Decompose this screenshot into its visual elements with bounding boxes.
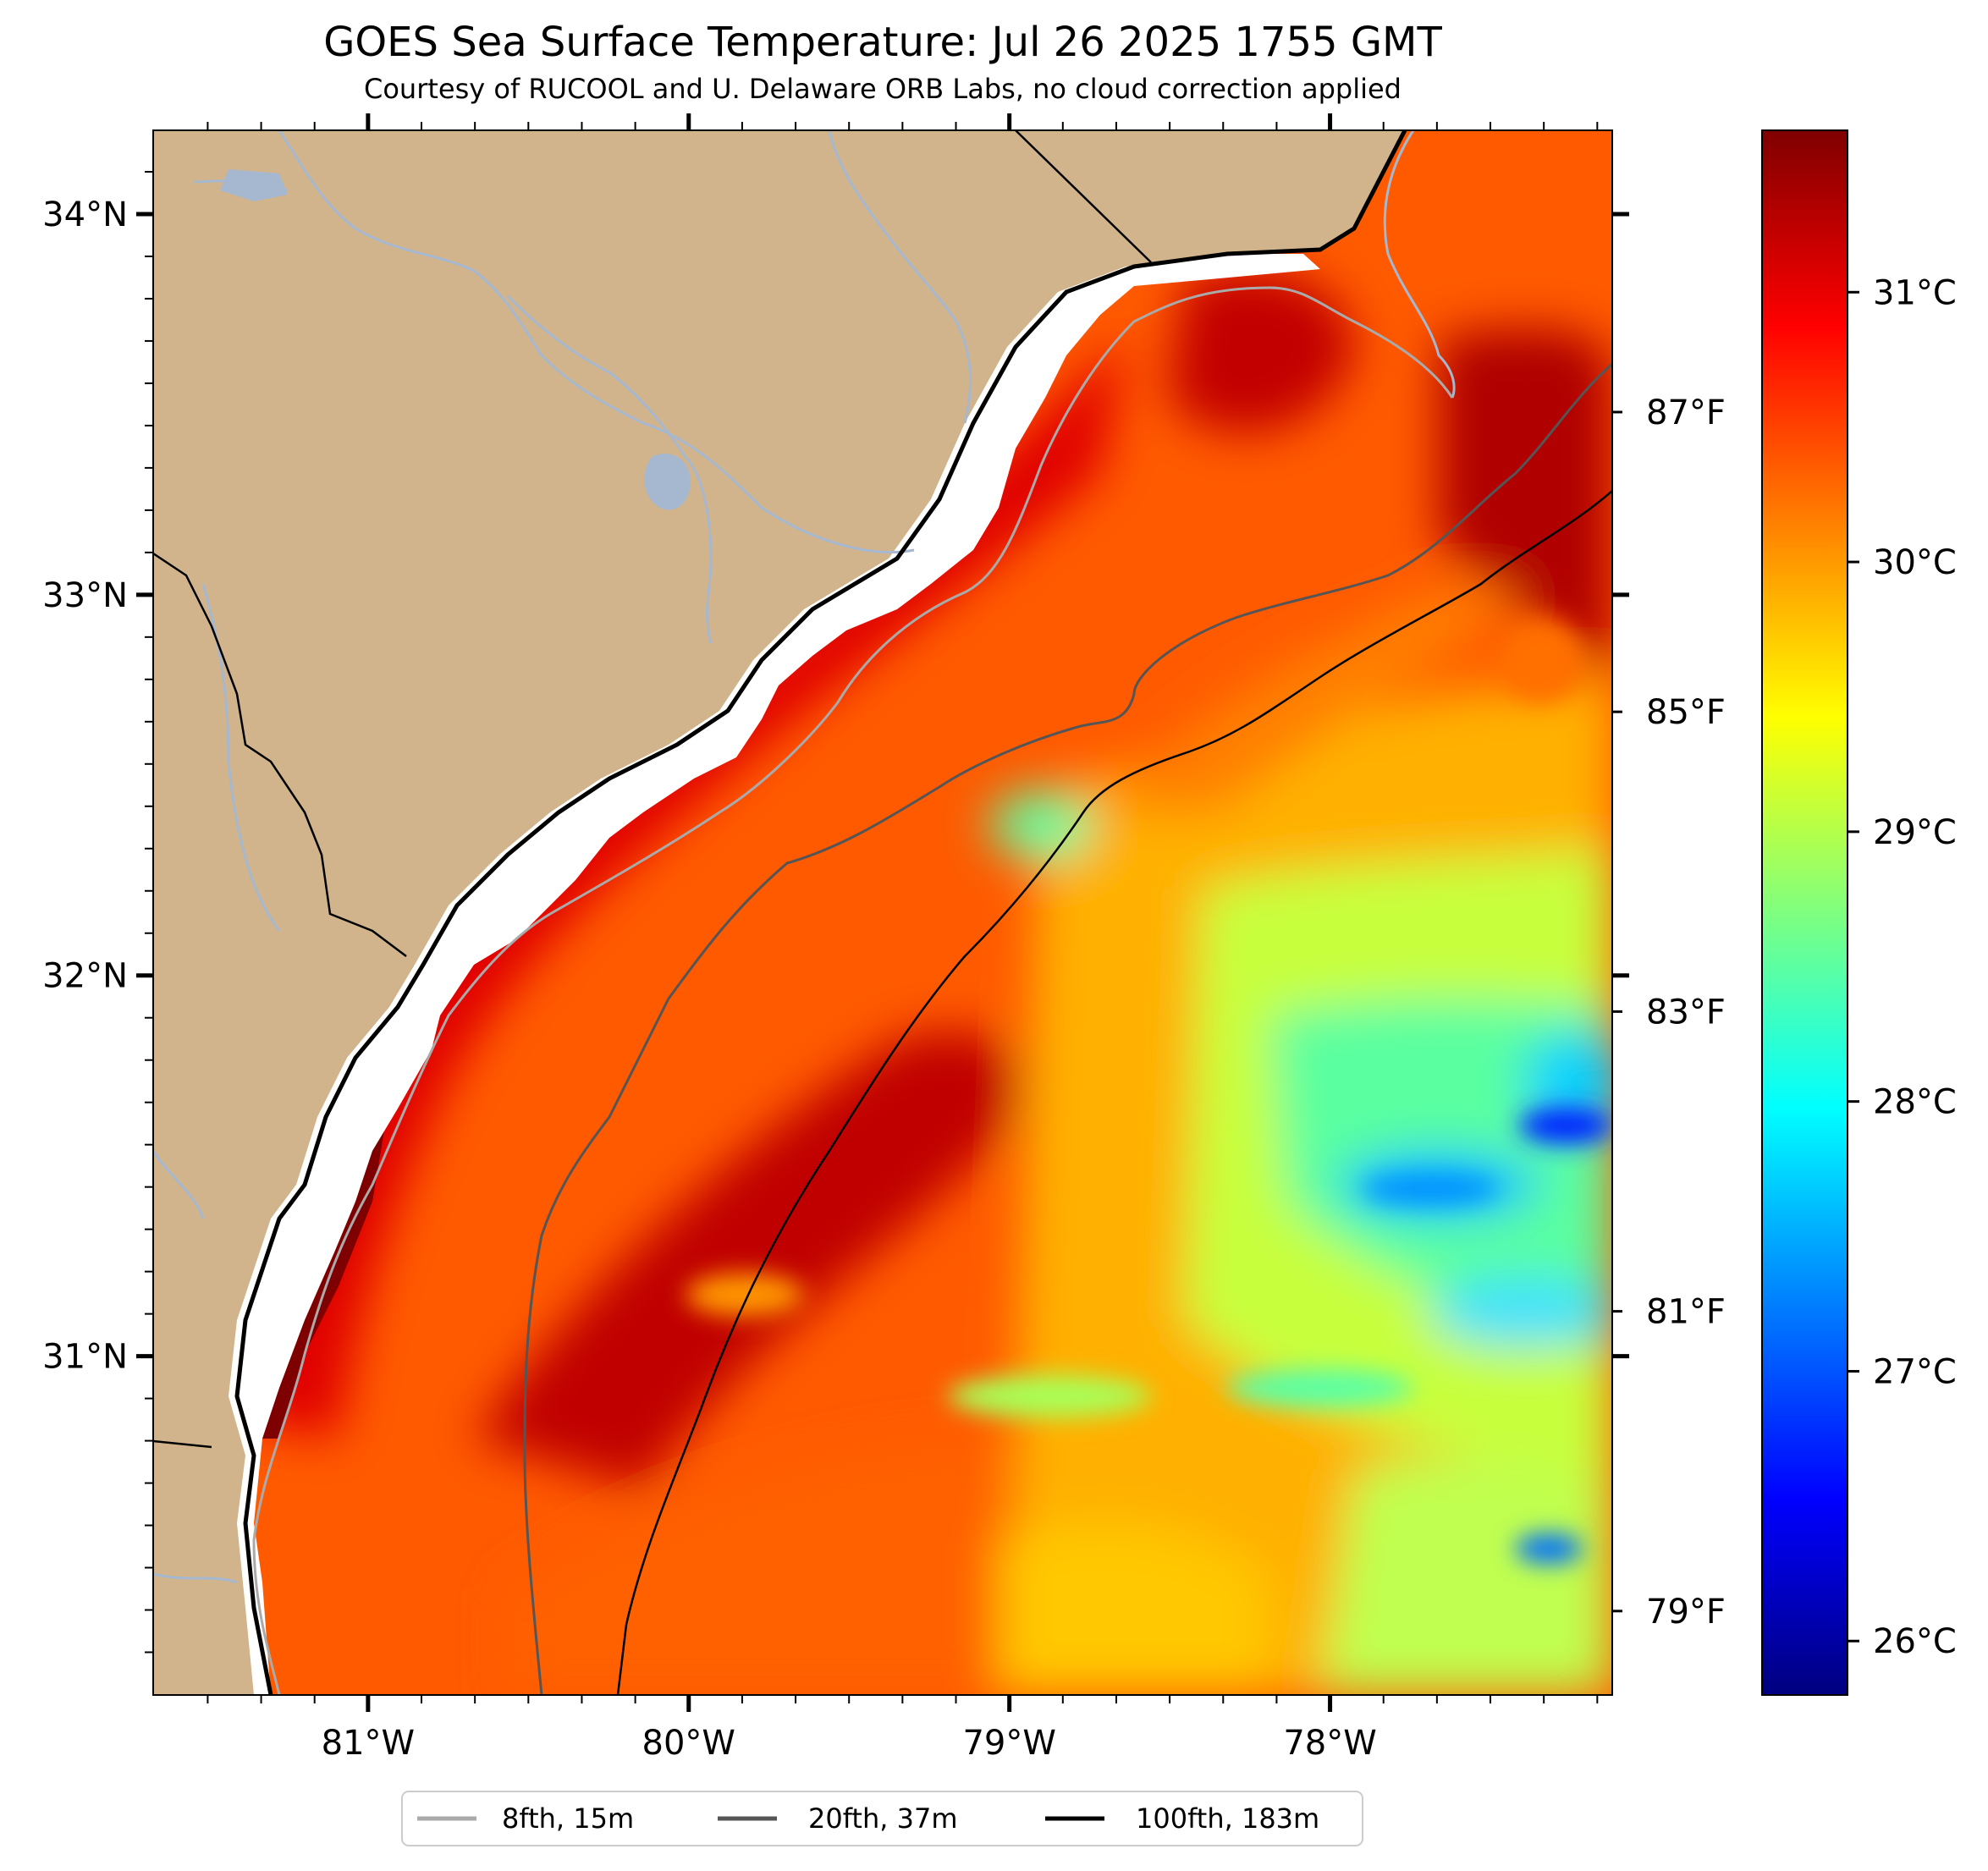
- legend-label-8fth: 8fth, 15m: [502, 1802, 634, 1835]
- land: [153, 130, 1405, 1695]
- fahrenheit-tick-label: 87°F: [1646, 393, 1726, 432]
- colorbar-tick-label: 27°C: [1873, 1352, 1957, 1391]
- fahrenheit-tick-label: 85°F: [1646, 693, 1726, 732]
- sst-fine-features: [686, 618, 1612, 1564]
- legend-label-100fth: 100fth, 183m: [1136, 1802, 1319, 1835]
- lon-tick-label: 81°W: [322, 1724, 415, 1763]
- coastline: [234, 130, 1407, 1695]
- legend-box: [401, 1791, 1363, 1846]
- colorbar: [1761, 129, 1848, 1696]
- lat-tick-label: 33°N: [42, 576, 128, 615]
- colorbar-tick-label: 28°C: [1873, 1083, 1957, 1122]
- colorbar-axis: 31°C 30°C 29°C 28°C 27°C 26°C: [1848, 273, 1957, 1661]
- lat-tick-label: 31°N: [42, 1338, 128, 1377]
- lon-tick-label: 78°W: [1283, 1724, 1376, 1763]
- colorbar-tick-label: 26°C: [1873, 1622, 1957, 1661]
- lon-tick-label: 80°W: [642, 1724, 735, 1763]
- map-panel: [153, 130, 1612, 1695]
- lon-tick-label: 79°W: [962, 1724, 1055, 1763]
- lat-tick-label: 34°N: [42, 195, 128, 234]
- legend-label-20fth: 20fth, 37m: [808, 1802, 957, 1835]
- legend-item-100fth: 100fth, 183m: [1045, 1802, 1319, 1835]
- nearshore-warm-strip: [254, 779, 592, 1439]
- legend-item-8fth: 8fth, 15m: [417, 1802, 634, 1835]
- isobath-20fth: [523, 362, 1612, 1695]
- colorbar-tick-label: 31°C: [1873, 273, 1957, 312]
- lat-tick-label: 32°N: [42, 957, 128, 996]
- colorbar-tick-label: 30°C: [1873, 543, 1957, 582]
- coastal-nodata: [229, 254, 1320, 1695]
- reservoir: [220, 169, 288, 201]
- colorbar-tick-label: 29°C: [1873, 813, 1957, 852]
- fahrenheit-tick-label: 83°F: [1646, 993, 1726, 1032]
- lake: [644, 454, 691, 510]
- legend-item-20fth: 20fth, 37m: [718, 1802, 957, 1835]
- state-boundaries: [153, 130, 1152, 1449]
- fahrenheit-tick-label: 81°F: [1646, 1293, 1726, 1332]
- figure-subtitle: Courtesy of RUCOOL and U. Delaware ORB L…: [364, 73, 1402, 105]
- isobath-legend: 8fth, 15m 20fth, 37m 100fth, 183m: [401, 1791, 1363, 1846]
- figure-title: GOES Sea Surface Temperature: Jul 26 202…: [323, 19, 1442, 66]
- isobath-8fth: [252, 286, 1454, 1695]
- fahrenheit-tick-label: 79°F: [1646, 1593, 1726, 1632]
- isobath-100fth: [616, 490, 1612, 1695]
- map-frame: [152, 129, 1613, 1696]
- map-axes: 81°W 80°W 79°W 78°W 34°N 33°N 32°N 31°N 87°F 85°F…: [42, 113, 1726, 1763]
